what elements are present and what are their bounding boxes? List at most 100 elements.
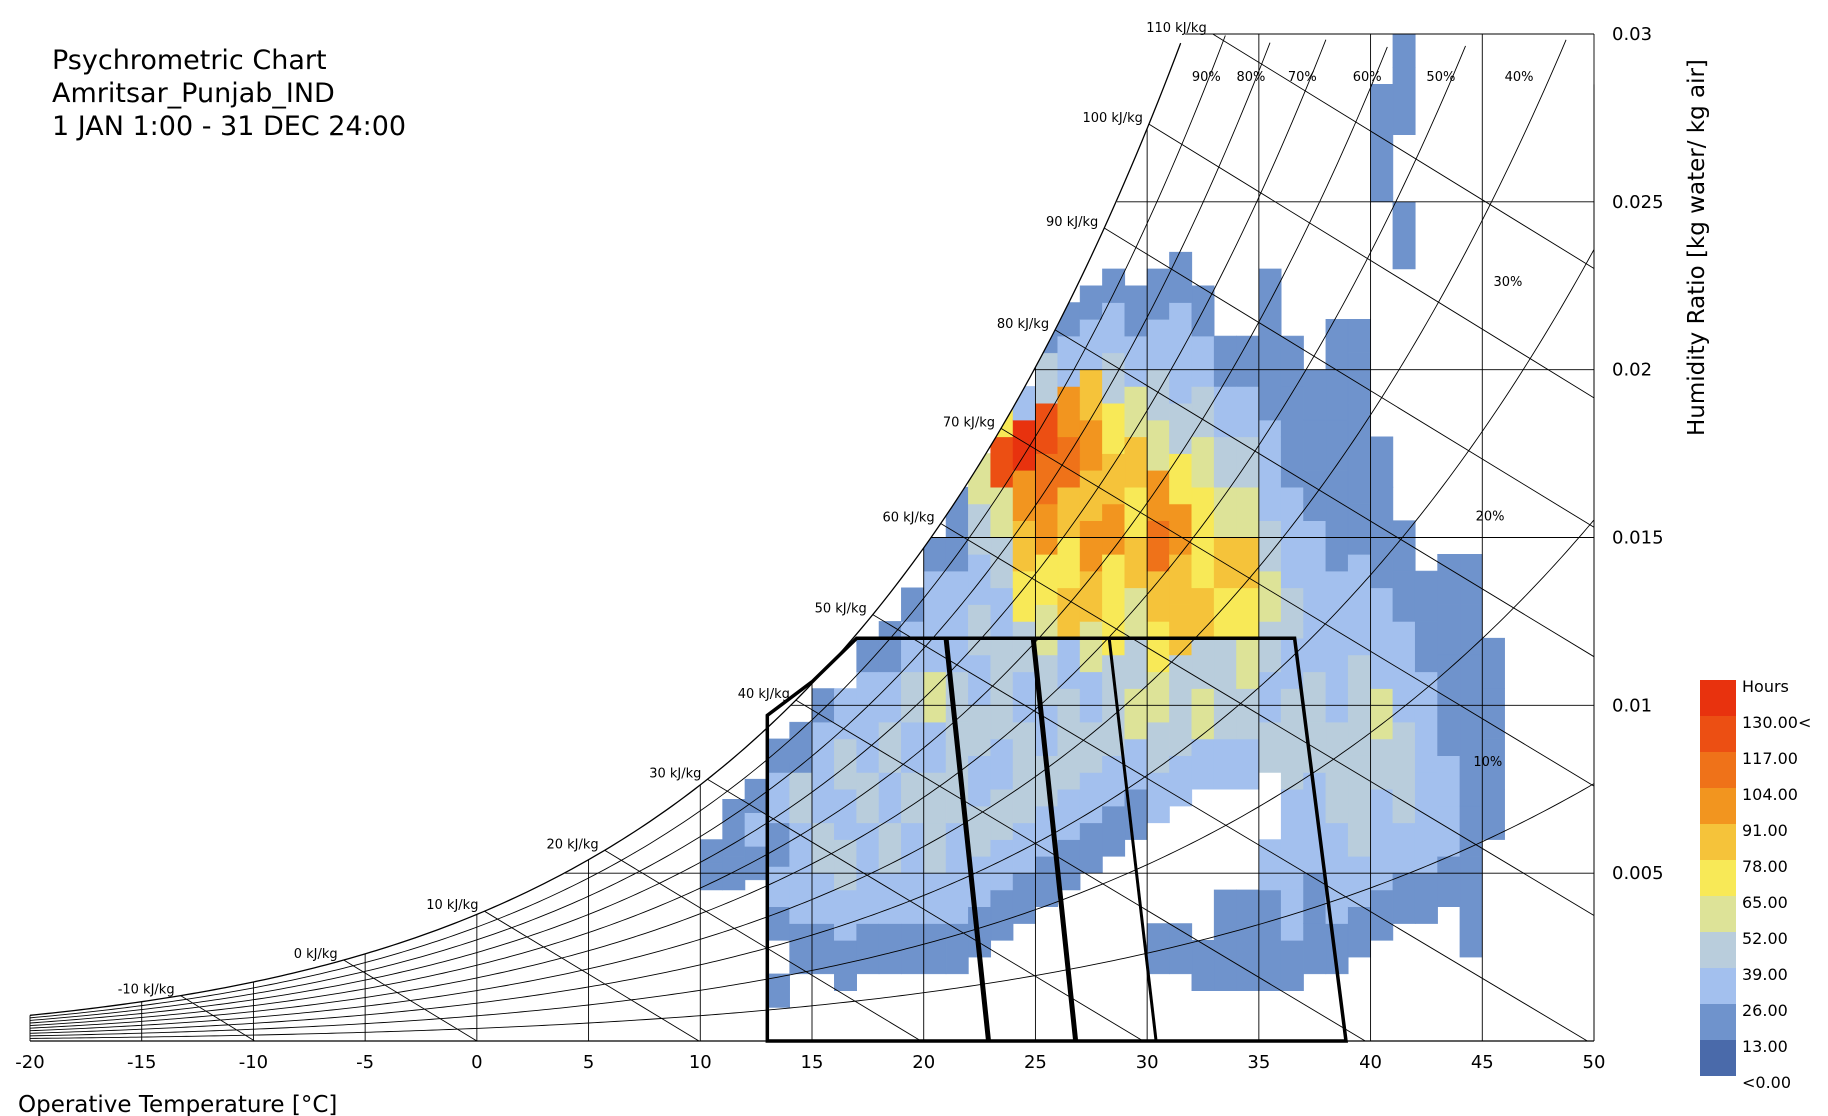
heat-cell [1079, 319, 1103, 370]
heat-cell [1481, 788, 1505, 840]
chart-title-block: Psychrometric Chart Amritsar_Punjab_IND … [52, 44, 406, 143]
heat-cell [990, 889, 1014, 941]
heat-cell [990, 788, 1014, 840]
x-tick-label: 40 [1359, 1052, 1382, 1073]
heat-cell [1258, 939, 1282, 991]
heat-cell [1079, 721, 1103, 773]
heat-cell [1057, 788, 1081, 840]
heat-cell [1325, 419, 1349, 471]
heat-cell [1325, 772, 1349, 824]
heat-cell [1325, 470, 1349, 522]
enthalpy-label: 40 kJ/kg [738, 687, 790, 702]
heat-cell [767, 822, 790, 867]
enthalpy-label: 20 kJ/kg [546, 837, 598, 852]
x-tick-label: -5 [356, 1052, 374, 1073]
heat-cell [901, 772, 925, 824]
heat-cell [878, 822, 902, 874]
x-tick-label: 0 [471, 1052, 482, 1073]
heat-cell [1057, 386, 1081, 438]
heat-cell [1146, 621, 1170, 673]
legend-swatch [1700, 968, 1736, 1004]
heat-cell [1303, 419, 1327, 471]
heat-cell [856, 721, 880, 773]
heat-cell [1280, 889, 1304, 941]
rh-label-10: 10% [1473, 755, 1502, 770]
heat-cell [1303, 621, 1327, 673]
heat-cell [1280, 788, 1304, 840]
legend-label: 130.00< [1742, 713, 1811, 732]
heat-cell [1370, 84, 1394, 135]
heat-cell [1102, 402, 1126, 454]
heat-cell [1437, 805, 1461, 857]
rh-curve-30 [29, 249, 1595, 1034]
heat-cell [1191, 335, 1215, 387]
rh-curve-60 [29, 46, 1388, 1027]
enthalpy-line [484, 910, 700, 1042]
x-tick-label: 45 [1471, 1052, 1494, 1073]
heat-cell [1347, 604, 1371, 656]
heat-cell [1280, 486, 1304, 538]
heat-cell [1191, 939, 1215, 991]
heat-cell [1191, 688, 1215, 740]
heat-cell [1437, 755, 1461, 807]
heatmap-layer [699, 34, 1505, 1008]
heat-cell [990, 587, 1014, 639]
heat-cell [968, 755, 992, 807]
heat-cell [1057, 637, 1081, 689]
enthalpy-label: 110 kJ/kg [1146, 21, 1206, 36]
heat-cell [1169, 302, 1193, 354]
heat-cell [901, 923, 925, 975]
heat-cell [1012, 721, 1036, 773]
legend-swatch [1700, 896, 1736, 932]
enthalpy-label: 50 kJ/kg [815, 602, 867, 617]
enthalpy-line [872, 614, 1588, 1042]
heat-cell [789, 872, 813, 924]
heat-cell [1347, 654, 1371, 706]
heat-cell [1280, 688, 1304, 740]
heat-cell [1370, 486, 1394, 538]
rh-curve-90 [29, 35, 1226, 1019]
heat-cell [1459, 705, 1483, 756]
rh-label-40: 40% [1505, 70, 1534, 85]
legend: Hours 130.00< 117.00 104.00 91.00 78.00 65.00 5… [1700, 677, 1811, 1092]
enthalpy-line [1212, 33, 1595, 269]
heat-cell [1213, 587, 1237, 639]
y-tick-label: 0.025 [1612, 192, 1664, 213]
heat-cell [722, 799, 746, 824]
heat-cell [1012, 822, 1036, 874]
x-tick-label: -15 [127, 1052, 156, 1073]
legend-swatch [1700, 932, 1736, 968]
heat-cell [1347, 856, 1371, 908]
heat-cell [1392, 34, 1416, 68]
heat-cell [1459, 604, 1483, 656]
heat-cell [1213, 436, 1237, 488]
heat-cell [856, 772, 880, 824]
legend-swatch [1700, 680, 1736, 716]
heat-cell [1414, 570, 1438, 622]
x-tick-label: 35 [1247, 1052, 1270, 1073]
heat-cell [1102, 503, 1126, 555]
legend-label: 26.00 [1742, 1001, 1788, 1020]
enthalpy-label: 0 kJ/kg [294, 947, 338, 962]
heat-cell [1124, 738, 1148, 790]
heat-cell [1079, 822, 1103, 874]
heat-cell [1213, 889, 1237, 941]
heat-cell [1437, 856, 1461, 908]
heat-cell [767, 906, 790, 941]
heat-cell [811, 822, 835, 874]
heat-cell [1325, 520, 1349, 572]
labels-layer: -10 kJ/kg 0 kJ/kg 10 kJ/kg 20 kJ/kg 30 kJ/kg… [15, 21, 1663, 1073]
heat-cell [1392, 621, 1416, 673]
heat-cell [744, 846, 768, 881]
heat-cell [1370, 688, 1394, 740]
heat-cell [1213, 738, 1237, 790]
y-tick-label: 0.03 [1612, 24, 1652, 45]
heat-cell [1347, 319, 1371, 354]
rh-curve-50 [29, 45, 1466, 1029]
heat-cell [1280, 587, 1304, 639]
heat-cell [1146, 721, 1170, 773]
rh-label-30: 30% [1493, 275, 1522, 290]
heat-cell [811, 772, 835, 824]
heat-cell [856, 822, 880, 874]
enthalpy-label: -10 kJ/kg [118, 983, 175, 998]
